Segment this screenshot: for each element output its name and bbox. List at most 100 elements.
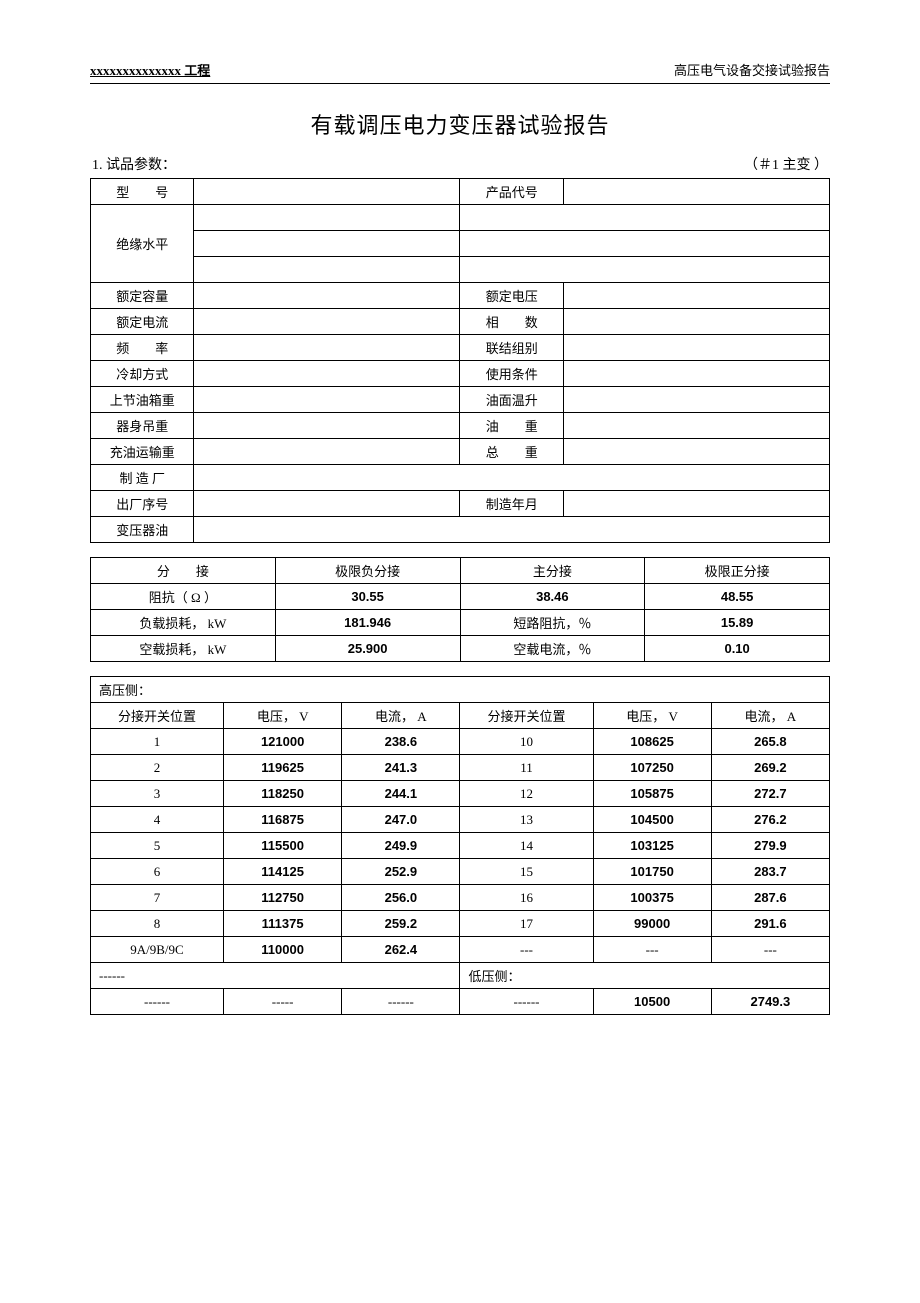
cell-empty <box>194 179 460 205</box>
label-rated-curr: 额定电流 <box>91 309 194 335</box>
report-title: 有载调压电力变压器试验报告 <box>90 108 830 140</box>
cell-value: 112750 <box>224 885 342 911</box>
label-oil-weight: 油 重 <box>460 413 563 439</box>
cell-value: 15 <box>460 859 593 885</box>
label-freq: 频 率 <box>91 335 194 361</box>
table-row: 空载损耗， kW 25.900 空载电流，％ 0.10 <box>91 636 830 662</box>
table-row: 绝缘水平 <box>91 205 830 231</box>
cell-empty <box>460 205 830 231</box>
cell-empty <box>563 413 829 439</box>
cell-value: 105875 <box>593 781 711 807</box>
cell-empty <box>194 517 830 543</box>
cell-empty <box>194 309 460 335</box>
cell-value: 238.6 <box>342 729 460 755</box>
label-usage: 使用条件 <box>460 361 563 387</box>
col-curr: 电流， A <box>342 703 460 729</box>
section1-tag: （＃1 主变 ） <box>744 154 828 174</box>
cell-value: 259.2 <box>342 911 460 937</box>
label-load-loss: 负载损耗， kW <box>91 610 276 636</box>
cell-value: 4 <box>91 807 224 833</box>
cell-impedance-0: 30.55 <box>275 584 460 610</box>
cell-lv-volt: 10500 <box>593 989 711 1015</box>
cell-value: 10 <box>460 729 593 755</box>
table-row: 4116875247.013104500276.2 <box>91 807 830 833</box>
label-transformer-oil: 变压器油 <box>91 517 194 543</box>
cell-no-load: 25.900 <box>275 636 460 662</box>
table-row: 3118250244.112105875272.7 <box>91 781 830 807</box>
cell-value: 114125 <box>224 859 342 885</box>
label-tap: 分 接 <box>91 558 276 584</box>
cell-value: 287.6 <box>711 885 829 911</box>
cell-empty <box>194 439 460 465</box>
table-row: 充油运输重 总 重 <box>91 439 830 465</box>
table-row: 额定容量 额定电压 <box>91 283 830 309</box>
cell-empty <box>194 387 460 413</box>
table-row: 冷却方式 使用条件 <box>91 361 830 387</box>
label-oil-rise: 油面温升 <box>460 387 563 413</box>
cell-value: 14 <box>460 833 593 859</box>
table-row: 制 造 厂 <box>91 465 830 491</box>
label-cooling: 冷却方式 <box>91 361 194 387</box>
cell-value: 265.8 <box>711 729 829 755</box>
cell-value: 1 <box>91 729 224 755</box>
hv-table: 高压侧： 分接开关位置 电压， V 电流， A 分接开关位置 电压， V 电流，… <box>90 676 830 1015</box>
header-right: 高压电气设备交接试验报告 <box>674 60 830 79</box>
col-pos: 分接开关位置 <box>91 703 224 729</box>
cell-value: 103125 <box>593 833 711 859</box>
table-row: 分 接 极限负分接 主分接 极限正分接 <box>91 558 830 584</box>
label-mfr: 制 造 厂 <box>91 465 194 491</box>
cell-value: 110000 <box>224 937 342 963</box>
cell-impedance-2: 48.55 <box>645 584 830 610</box>
table-row <box>91 257 830 283</box>
cell-empty <box>460 231 830 257</box>
table-row: 9A/9B/9C110000262.4--------- <box>91 937 830 963</box>
cell-dash: ------ <box>91 989 224 1015</box>
label-pos-limit: 极限正分接 <box>645 558 830 584</box>
cell-no-load-curr: 0.10 <box>645 636 830 662</box>
page-header: xxxxxxxxxxxxxx 工程 高压电气设备交接试验报告 <box>90 60 830 83</box>
cell-value: 252.9 <box>342 859 460 885</box>
cell-value: 101750 <box>593 859 711 885</box>
table-row: 额定电流 相 数 <box>91 309 830 335</box>
cell-value: 115500 <box>224 833 342 859</box>
cell-value: 279.9 <box>711 833 829 859</box>
cell-value: 118250 <box>224 781 342 807</box>
cell-dash: ------ <box>342 989 460 1015</box>
label-top-tank: 上节油箱重 <box>91 387 194 413</box>
label-conn: 联结组别 <box>460 335 563 361</box>
cell-empty <box>563 283 829 309</box>
cell-value: 99000 <box>593 911 711 937</box>
col-volt2: 电压， V <box>593 703 711 729</box>
label-serial: 出厂序号 <box>91 491 194 517</box>
col-volt: 电压， V <box>224 703 342 729</box>
cell-load-loss: 181.946 <box>275 610 460 636</box>
cell-value: 104500 <box>593 807 711 833</box>
hv-label: 高压侧： <box>91 677 830 703</box>
label-no-load-curr: 空载电流，％ <box>460 636 645 662</box>
cell-value: 17 <box>460 911 593 937</box>
label-body-weight: 器身吊重 <box>91 413 194 439</box>
cell-lv-curr: 2749.3 <box>711 989 829 1015</box>
table-row: 阻抗（ Ω ） 30.55 38.46 48.55 <box>91 584 830 610</box>
cell-value: 262.4 <box>342 937 460 963</box>
label-short-imp: 短路阻抗，％ <box>460 610 645 636</box>
cell-value: 11 <box>460 755 593 781</box>
lv-label: 低压侧： <box>460 963 830 989</box>
cell-dash: ----- <box>224 989 342 1015</box>
cell-empty <box>194 335 460 361</box>
header-divider <box>90 83 830 84</box>
cell-empty <box>563 309 829 335</box>
cell-empty <box>194 205 460 231</box>
cell-value: 241.3 <box>342 755 460 781</box>
cell-value: 272.7 <box>711 781 829 807</box>
cell-value: 100375 <box>593 885 711 911</box>
cell-empty <box>194 283 460 309</box>
table-row: 出厂序号 制造年月 <box>91 491 830 517</box>
cell-empty <box>194 361 460 387</box>
table-row: 1121000238.610108625265.8 <box>91 729 830 755</box>
cell-empty <box>563 335 829 361</box>
cell-dash: ------ <box>460 989 593 1015</box>
cell-value: 291.6 <box>711 911 829 937</box>
cell-value: 3 <box>91 781 224 807</box>
table-row: 8111375259.21799000291.6 <box>91 911 830 937</box>
